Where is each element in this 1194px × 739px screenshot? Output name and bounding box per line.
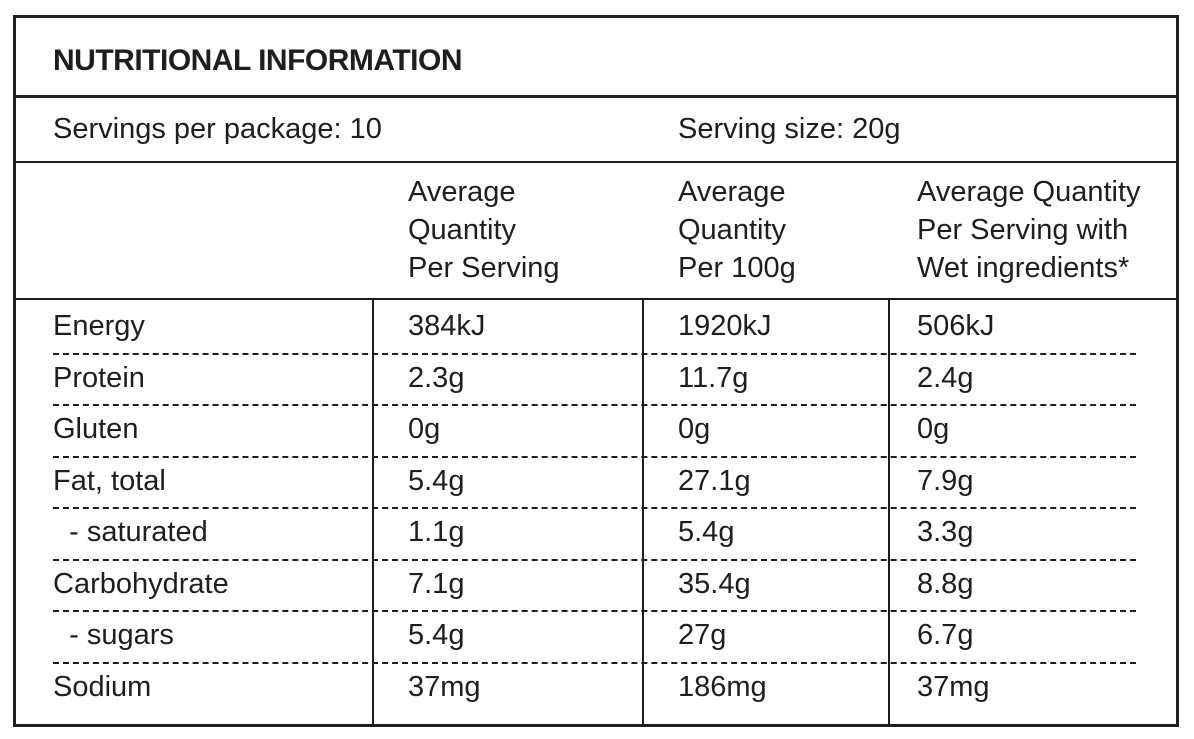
- per-serving-value: 7.1g: [408, 567, 465, 600]
- nutrition-panel: NUTRITIONAL INFORMATION Servings per pac…: [13, 15, 1179, 727]
- table-row: Protein 2.3g 11.7g 2.4g: [53, 353, 1136, 406]
- column-header-per-100g: Average Quantity Per 100g: [678, 176, 796, 284]
- wet-ingredients-value: 2.4g: [917, 361, 974, 394]
- panel-title: NUTRITIONAL INFORMATION: [53, 44, 463, 77]
- per-serving-value: 5.4g: [408, 619, 465, 651]
- nutrient-name: Energy: [53, 310, 145, 342]
- per-100g-value: 1920kJ: [678, 310, 772, 342]
- wet-ingredients-value: 37mg: [917, 670, 990, 703]
- column-header-wet-ingredients: Average Quantity Per Serving with Wet in…: [917, 176, 1141, 284]
- table-row: Carbohydrate 7.1g 35.4g 8.8g: [53, 559, 1136, 612]
- wet-ingredients-value: 6.7g: [917, 619, 974, 651]
- wet-ingredients-value: 8.8g: [917, 567, 974, 600]
- column-divider: [642, 300, 644, 724]
- column-header-per-serving: Average Quantity Per Serving: [408, 176, 560, 284]
- servings-per-package: Servings per package: 10: [53, 113, 382, 145]
- per-100g-value: 186mg: [678, 670, 767, 703]
- per-serving-value: 1.1g: [408, 516, 465, 548]
- column-divider: [888, 300, 890, 724]
- nutrient-name: - sugars: [53, 619, 174, 651]
- per-100g-value: 11.7g: [678, 361, 749, 394]
- per-serving-value: 5.4g: [408, 464, 465, 497]
- nutrient-name: Carbohydrate: [53, 567, 229, 600]
- column-divider: [372, 300, 374, 724]
- per-serving-value: 0g: [408, 413, 441, 445]
- per-100g-value: 27.1g: [678, 464, 751, 497]
- serving-size: Serving size: 20g: [678, 113, 901, 145]
- per-serving-value: 2.3g: [408, 361, 465, 394]
- nutrient-name: Protein: [53, 361, 145, 394]
- servings-row: Servings per package: 10 Serving size: 2…: [16, 98, 1176, 163]
- column-header-row: Average Quantity Per Serving Average Qua…: [16, 163, 1176, 300]
- per-100g-value: 35.4g: [678, 567, 751, 600]
- table-row: Fat, total 5.4g 27.1g 7.9g: [53, 456, 1136, 509]
- nutrient-name: Gluten: [53, 413, 139, 445]
- wet-ingredients-value: 3.3g: [917, 516, 974, 548]
- per-serving-value: 384kJ: [408, 310, 486, 342]
- wet-ingredients-value: 0g: [917, 413, 950, 445]
- per-100g-value: 27g: [678, 619, 727, 651]
- table-row: - saturated 1.1g 5.4g 3.3g: [53, 507, 1136, 561]
- nutrient-name: Fat, total: [53, 464, 166, 497]
- nutrient-name: Sodium: [53, 670, 152, 703]
- title-row: NUTRITIONAL INFORMATION: [16, 18, 1176, 98]
- table-row: Sodium 37mg 186mg 37mg: [53, 662, 1136, 714]
- per-100g-value: 5.4g: [678, 516, 735, 548]
- per-serving-value: 37mg: [408, 670, 481, 703]
- per-100g-value: 0g: [678, 413, 711, 445]
- nutrient-name: - saturated: [53, 516, 208, 548]
- wet-ingredients-value: 7.9g: [917, 464, 974, 497]
- wet-ingredients-value: 506kJ: [917, 310, 995, 342]
- table-row: - sugars 5.4g 27g 6.7g: [53, 610, 1136, 664]
- table-row: Gluten 0g 0g 0g: [53, 404, 1136, 458]
- table-row: Energy 384kJ 1920kJ 506kJ: [53, 301, 1136, 355]
